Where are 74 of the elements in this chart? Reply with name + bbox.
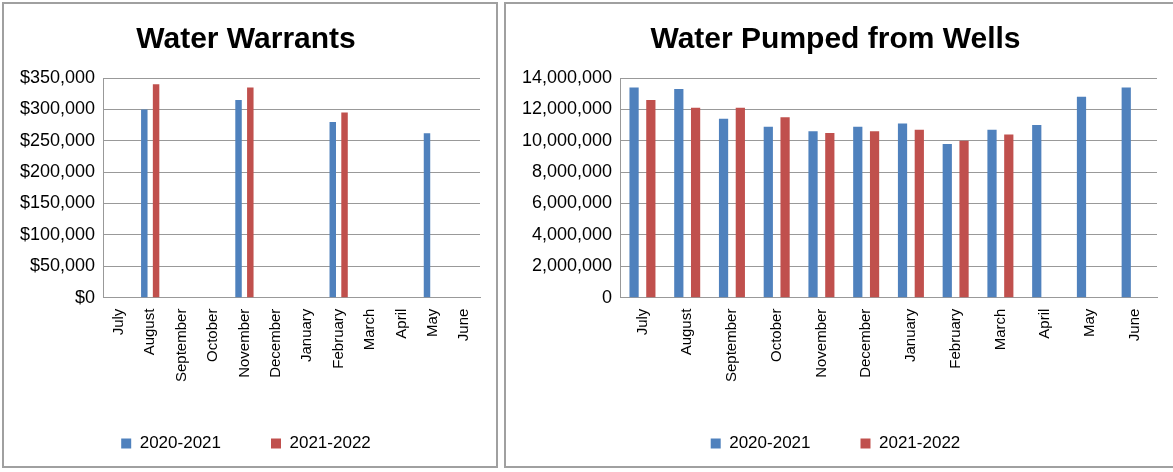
- chart-title: Water Warrants: [136, 21, 356, 55]
- bar: [987, 129, 997, 298]
- x-tick-label: May: [1080, 308, 1098, 337]
- bar: [235, 99, 242, 298]
- x-tick-label: June: [1124, 308, 1142, 342]
- bar: [808, 131, 818, 298]
- x-tick-label: June: [454, 308, 472, 342]
- bar: [718, 118, 729, 298]
- x-tick-label: December: [265, 308, 283, 378]
- legend-label: 2021-2022: [289, 433, 371, 453]
- x-tick-label: April: [391, 308, 409, 339]
- y-tick-label: $150,000: [20, 192, 96, 213]
- x-tick-label: September: [171, 308, 189, 382]
- x-tick-label: February: [945, 308, 963, 369]
- bar: [141, 109, 148, 298]
- bar: [341, 112, 348, 298]
- y-tick-label: 12,000,000: [521, 98, 613, 119]
- y-tick-label: $250,000: [20, 129, 96, 150]
- y-tick-label: $0: [75, 286, 96, 307]
- x-tick-label: February: [328, 308, 346, 369]
- x-tick-label: August: [140, 307, 158, 356]
- x-tick-label: March: [990, 308, 1008, 351]
- legend-label: 2020-2021: [139, 433, 222, 453]
- bar: [247, 87, 254, 298]
- x-tick-label: January: [901, 308, 919, 362]
- bar: [1121, 87, 1131, 298]
- bar: [646, 99, 656, 298]
- x-tick-label: December: [856, 308, 874, 378]
- bar: [152, 84, 160, 298]
- legend-label: 2020-2021: [729, 433, 811, 453]
- x-tick-label: September: [722, 308, 740, 382]
- bar: [780, 117, 790, 298]
- bar: [763, 126, 773, 298]
- y-tick-label: $300,000: [20, 98, 96, 119]
- x-tick-label: November: [234, 308, 252, 378]
- bar: [959, 140, 969, 298]
- x-tick-label: January: [297, 308, 315, 362]
- y-tick-label: 6,000,000: [532, 192, 613, 213]
- bar: [853, 126, 863, 298]
- bar: [914, 129, 924, 298]
- x-tick-label: October: [203, 308, 221, 362]
- x-tick-label: May: [423, 308, 441, 337]
- bar: [1032, 125, 1042, 298]
- x-tick-label: October: [766, 308, 784, 362]
- y-tick-label: $200,000: [20, 161, 96, 182]
- y-tick-label: 0: [602, 286, 613, 307]
- x-tick-label: November: [811, 308, 829, 378]
- chart-title: Water Pumped from Wells: [650, 21, 1021, 55]
- bar: [1076, 96, 1087, 298]
- y-tick-label: $100,000: [20, 223, 96, 244]
- bar: [423, 133, 431, 298]
- x-tick-label: August: [677, 307, 695, 356]
- legend-label: 2021-2022: [879, 433, 961, 453]
- y-tick-label: 2,000,000: [532, 255, 613, 276]
- y-tick-label: 4,000,000: [532, 223, 613, 244]
- x-tick-label: July: [108, 308, 126, 336]
- x-tick-label: March: [360, 308, 378, 351]
- y-tick-label: 14,000,000: [521, 66, 613, 87]
- y-tick-label: $350,000: [20, 66, 96, 87]
- bar: [897, 123, 908, 298]
- bar: [735, 107, 745, 298]
- bar: [329, 121, 336, 298]
- bar: [690, 107, 701, 298]
- bar: [869, 131, 880, 298]
- bar: [674, 88, 684, 298]
- x-tick-label: April: [1035, 308, 1053, 339]
- y-tick-label: 8,000,000: [532, 161, 613, 182]
- y-tick-label: $50,000: [30, 255, 96, 276]
- bar: [942, 143, 952, 298]
- bar: [629, 87, 639, 298]
- y-tick-label: 10,000,000: [521, 129, 613, 150]
- bar: [825, 132, 835, 298]
- bar: [1004, 134, 1014, 298]
- x-tick-label: July: [632, 308, 650, 336]
